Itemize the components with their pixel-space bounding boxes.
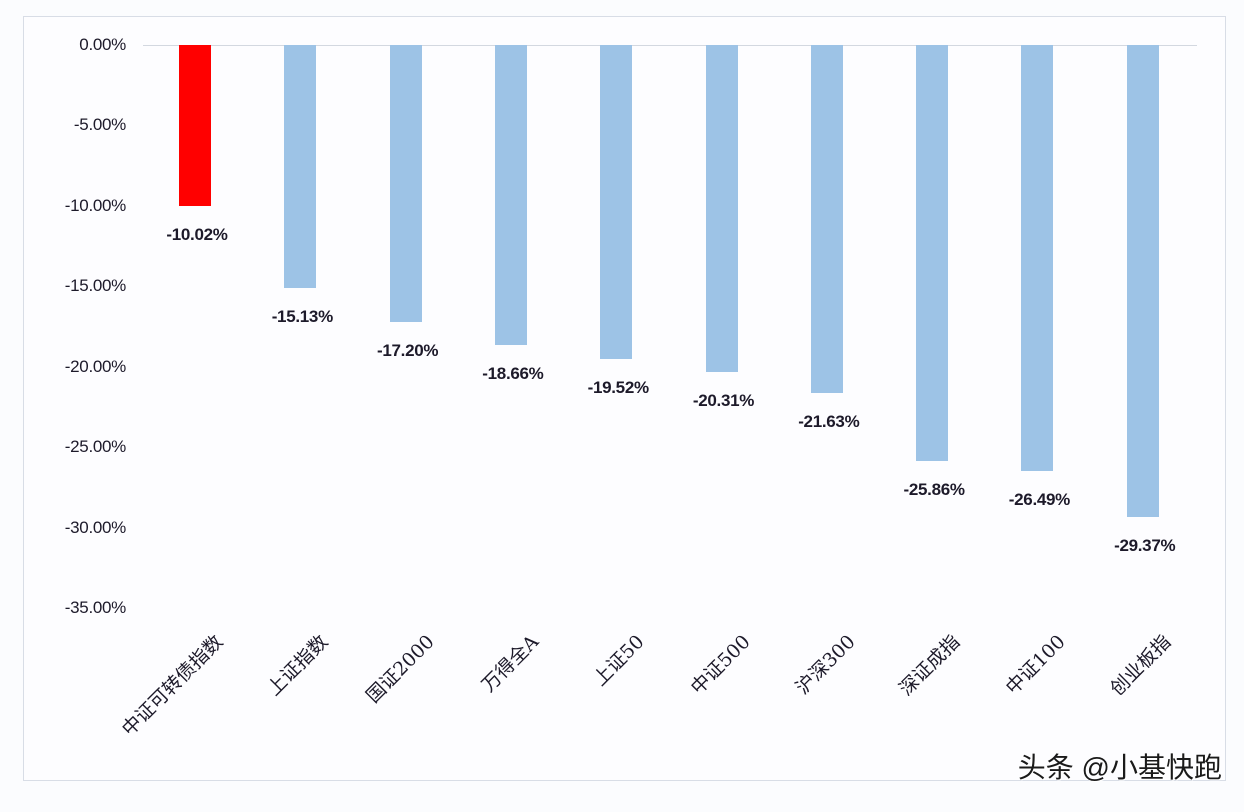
data-label: -21.63% [798, 411, 860, 431]
y-tick-label: -35.00% [64, 598, 127, 617]
y-tick-label: -5.00% [73, 115, 126, 135]
bar-0 [179, 45, 211, 207]
data-label: -10.02% [166, 225, 228, 245]
bar-5 [705, 45, 738, 372]
bar-2 [389, 45, 422, 322]
bar-3 [494, 45, 527, 346]
data-label: -17.20% [376, 340, 439, 360]
bar-4 [600, 45, 633, 359]
y-tick-label: 0.00% [79, 35, 126, 54]
bar-7 [916, 45, 949, 461]
y-tick-label: -30.00% [64, 517, 127, 537]
zero-baseline [143, 45, 1197, 46]
data-label: -25.86% [903, 479, 965, 499]
data-label: -15.13% [271, 307, 334, 327]
y-tick-label: -20.00% [64, 356, 127, 376]
bar-9 [1126, 45, 1159, 518]
data-label: -26.49% [1008, 490, 1071, 510]
data-label: -18.66% [482, 364, 544, 384]
data-label: -20.31% [692, 390, 755, 410]
bar-8 [1021, 45, 1054, 472]
bar-1 [284, 45, 317, 289]
y-tick-label: -10.00% [64, 195, 127, 215]
y-tick-label: -15.00% [64, 276, 127, 296]
data-label: -19.52% [587, 377, 650, 397]
y-tick-label: -25.00% [64, 437, 127, 457]
watermark: 头条 @小基快跑 [1017, 752, 1222, 783]
data-label: -29.37% [1114, 536, 1176, 556]
bar-6 [810, 45, 843, 393]
